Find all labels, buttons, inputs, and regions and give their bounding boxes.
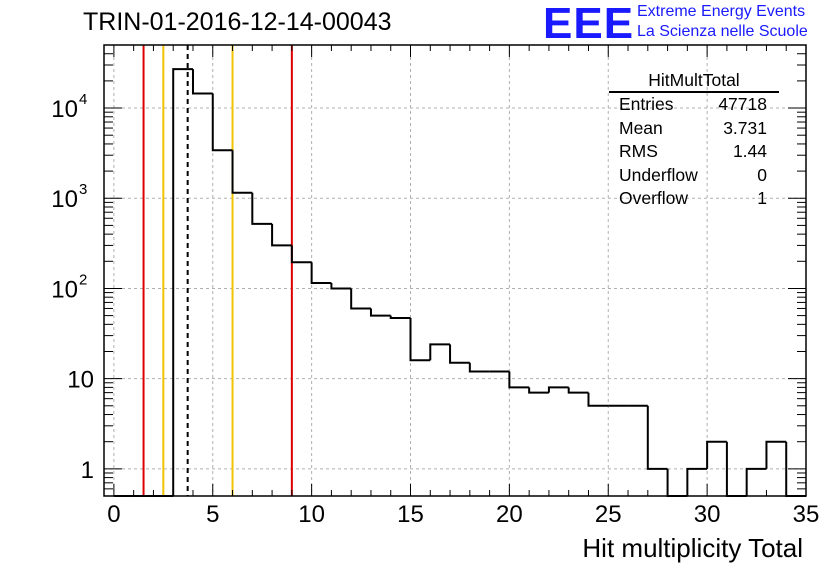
y-tick-label-exponent: 2 bbox=[79, 271, 87, 288]
histogram-bin bbox=[191, 69, 213, 95]
stats-label: Entries bbox=[619, 94, 674, 114]
histogram-bin bbox=[706, 440, 727, 469]
histogram-bin bbox=[290, 245, 312, 264]
stats-label: Underflow bbox=[619, 164, 698, 185]
stats-row-rms: RMS 1.44 bbox=[609, 140, 779, 164]
stats-box-title: HitMultTotal bbox=[609, 70, 779, 93]
histogram-bin bbox=[211, 93, 233, 152]
histogram-bin bbox=[251, 192, 273, 225]
y-tick-label: 1 bbox=[81, 457, 94, 484]
axes bbox=[103, 44, 807, 497]
histogram-bin bbox=[449, 344, 470, 364]
eee-logo: EEE bbox=[543, 0, 635, 48]
y-tick-label: 10 bbox=[51, 186, 78, 213]
histogram-bin bbox=[468, 362, 490, 373]
histogram-bin bbox=[369, 308, 391, 317]
x-tick-label: 35 bbox=[793, 501, 820, 528]
histogram-bin bbox=[567, 387, 589, 394]
histogram-bin bbox=[528, 387, 549, 394]
x-tick-label: 15 bbox=[397, 501, 424, 528]
histogram-bin bbox=[666, 468, 688, 497]
stats-value: 47718 bbox=[718, 94, 767, 114]
x-tick-label: 30 bbox=[694, 501, 721, 528]
marker-lines bbox=[142, 45, 293, 496]
histogram-bin bbox=[350, 288, 371, 310]
histogram-bin bbox=[271, 223, 292, 247]
x-tick-label: 20 bbox=[496, 501, 523, 528]
stats-value: 3.731 bbox=[723, 117, 767, 138]
histogram-bin bbox=[389, 315, 411, 320]
plot-frame bbox=[103, 44, 807, 497]
y-tick-label: 10 bbox=[67, 367, 94, 394]
eee-logo-text: Extreme Energy Events La Scienza nelle S… bbox=[637, 2, 808, 42]
y-tick-label-exponent: 4 bbox=[79, 91, 87, 108]
x-tick-label: 0 bbox=[107, 501, 120, 528]
stats-row-entries: Entries 47718 bbox=[609, 93, 779, 117]
stats-row-underflow: Underflow 0 bbox=[609, 164, 779, 188]
stats-label: Overflow bbox=[619, 188, 689, 208]
x-axis-label: Hit multiplicity Total bbox=[582, 533, 803, 563]
histogram-bin bbox=[686, 467, 708, 496]
stats-row-overflow: Overflow 1 bbox=[609, 187, 779, 211]
y-tick-label: 10 bbox=[51, 276, 78, 303]
stats-value: 1 bbox=[757, 188, 767, 208]
x-tick-label: 25 bbox=[595, 501, 622, 528]
histogram-bin bbox=[409, 318, 431, 362]
histogram-bin bbox=[547, 386, 569, 393]
histogram-bin bbox=[765, 440, 787, 469]
y-tick-label: 10 bbox=[51, 96, 78, 123]
logo-line-2: La Scienza nelle Scuole bbox=[637, 23, 808, 40]
stats-row-mean: Mean 3.731 bbox=[609, 117, 779, 141]
logo-line-1: Extreme Energy Events bbox=[637, 3, 806, 20]
histogram-bin bbox=[310, 262, 332, 284]
histogram-bin bbox=[429, 343, 451, 361]
histogram-bin bbox=[587, 392, 609, 407]
histogram-bin bbox=[508, 371, 530, 389]
x-tick-label: 10 bbox=[298, 501, 325, 528]
chart-title: TRIN-01-2016-12-14-00043 bbox=[83, 8, 392, 36]
y-tick-label-exponent: 3 bbox=[79, 181, 87, 198]
stats-box: HitMultTotal Entries 47718 Mean 3.731 RM… bbox=[609, 70, 779, 211]
stats-value: 0 bbox=[757, 164, 767, 185]
stats-value: 1.44 bbox=[732, 141, 767, 161]
stats-label: RMS bbox=[619, 141, 658, 161]
histogram-bin bbox=[231, 150, 253, 194]
x-tick-label: 5 bbox=[206, 501, 219, 528]
histogram-bin bbox=[745, 467, 767, 496]
histogram-bin bbox=[646, 405, 668, 470]
histogram-bin bbox=[330, 282, 352, 290]
histogram-bin bbox=[172, 68, 193, 496]
stats-label: Mean bbox=[619, 117, 663, 138]
